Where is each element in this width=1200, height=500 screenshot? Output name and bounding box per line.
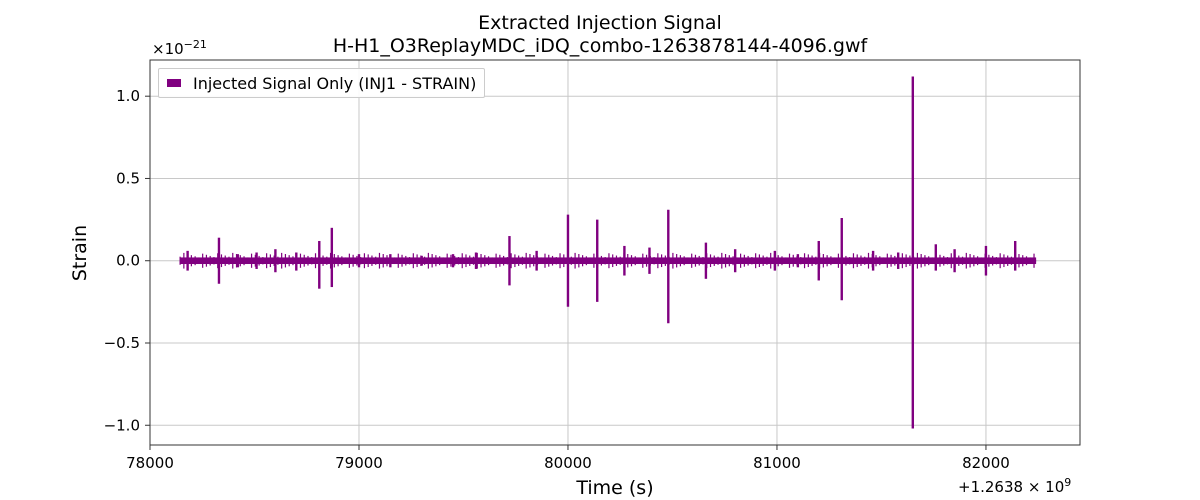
y-tick-label: −0.5 (104, 334, 140, 352)
x-offset-label: +1.2638 × 109 (958, 476, 1072, 496)
y-tick-label: 0.0 (116, 252, 140, 270)
x-tick-label: 80000 (544, 454, 592, 472)
x-tick-label: 82000 (962, 454, 1010, 472)
x-tick-label: 79000 (335, 454, 383, 472)
x-axis-ticks: 78000 79000 80000 81000 82000 (126, 445, 1010, 472)
x-tick-label: 78000 (126, 454, 174, 472)
x-axis-label: Time (s) (576, 477, 654, 499)
y-multiplier: ×10−21 (152, 38, 207, 58)
series-injected-signal (179, 76, 1037, 429)
x-tick-label: 81000 (753, 454, 801, 472)
y-axis-ticks: −1.0 −0.5 0.0 0.5 1.0 (104, 87, 150, 434)
y-tick-label: 0.5 (116, 169, 140, 187)
y-tick-label: 1.0 (116, 87, 140, 105)
y-axis-label: Strain (69, 224, 91, 282)
y-tick-label: −1.0 (104, 416, 140, 434)
legend-swatch (167, 79, 181, 87)
chart-subtitle: H-H1_O3ReplayMDC_iDQ_combo-1263878144-40… (332, 35, 868, 57)
legend[interactable]: Injected Signal Only (INJ1 - STRAIN) (158, 68, 486, 98)
chart-title: Extracted Injection Signal (478, 12, 722, 34)
legend-label: Injected Signal Only (INJ1 - STRAIN) (193, 73, 477, 93)
plot-frame (149, 59, 1081, 446)
grid-lines (149, 60, 1080, 445)
